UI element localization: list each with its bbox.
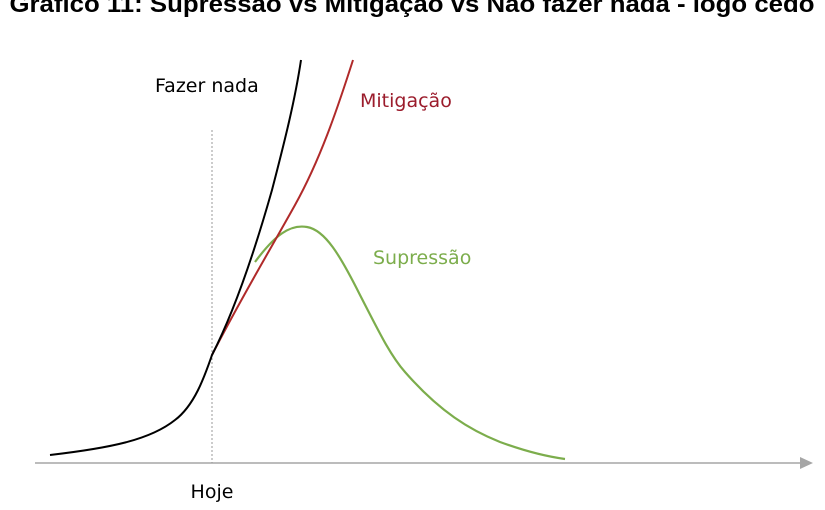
suppression-label: Supressão — [373, 247, 471, 269]
mitigation-label: Mitigação — [360, 90, 452, 112]
title: Gráfico 11: Supressão vs Mitigação vs Nã… — [10, 0, 815, 18]
nothing-label: Fazer nada — [155, 75, 259, 97]
mitigation-curve — [211, 59, 354, 356]
today-label: Hoje — [191, 481, 234, 503]
nothing-curve — [49, 59, 302, 456]
suppression-curve — [254, 225, 566, 461]
axis-arrow — [800, 457, 813, 469]
